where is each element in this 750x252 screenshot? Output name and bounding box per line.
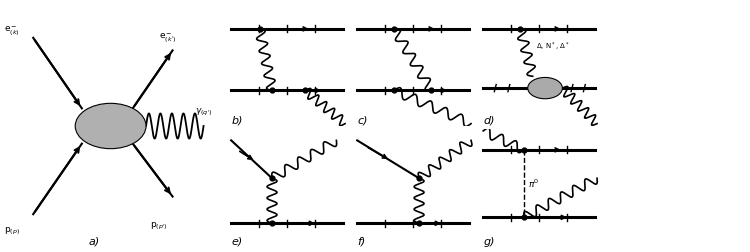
Text: e): e) [231, 237, 242, 247]
Ellipse shape [528, 77, 562, 99]
Text: c): c) [357, 116, 368, 126]
Text: $\Delta$, N$^*$, $\Delta^*$: $\Delta$, N$^*$, $\Delta^*$ [536, 40, 570, 52]
Text: e$^-_{(k)}$: e$^-_{(k)}$ [4, 24, 20, 38]
Text: b): b) [231, 116, 243, 126]
Text: $\pi^0$: $\pi^0$ [528, 177, 539, 190]
Text: $\gamma_{(q')}$: $\gamma_{(q')}$ [195, 107, 212, 118]
Ellipse shape [75, 103, 146, 149]
Text: d): d) [483, 116, 495, 126]
Text: p$_{(p)}$: p$_{(p)}$ [4, 226, 21, 237]
Text: e$^-_{(k')}$: e$^-_{(k')}$ [159, 32, 177, 45]
Text: f): f) [357, 237, 365, 247]
Text: a): a) [88, 236, 100, 246]
Text: g): g) [483, 237, 495, 247]
Text: p$_{(p')}$: p$_{(p')}$ [151, 221, 168, 232]
